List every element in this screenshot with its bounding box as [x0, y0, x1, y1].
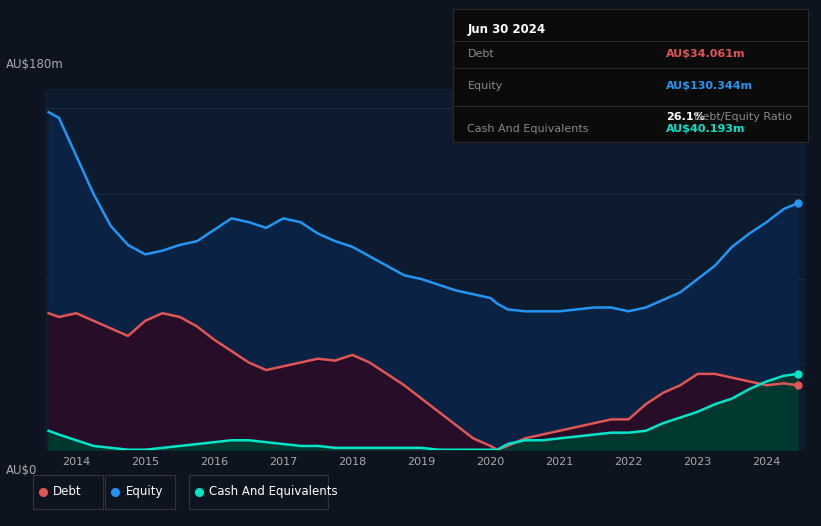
- Text: AU$40.193m: AU$40.193m: [666, 124, 745, 134]
- FancyBboxPatch shape: [453, 9, 808, 142]
- Text: Jun 30 2024: Jun 30 2024: [467, 23, 545, 36]
- Text: Equity: Equity: [126, 485, 163, 498]
- Text: AU$130.344m: AU$130.344m: [666, 82, 753, 92]
- Text: AU$180m: AU$180m: [6, 58, 63, 72]
- Text: Debt: Debt: [53, 485, 82, 498]
- Text: Cash And Equivalents: Cash And Equivalents: [209, 485, 338, 498]
- Text: AU$0: AU$0: [6, 464, 37, 477]
- Text: Equity: Equity: [467, 82, 502, 92]
- Text: Debt/Equity Ratio: Debt/Equity Ratio: [695, 112, 792, 122]
- Text: 26.1%: 26.1%: [666, 112, 704, 122]
- Text: Debt: Debt: [467, 49, 494, 59]
- Text: Cash And Equivalents: Cash And Equivalents: [467, 124, 589, 134]
- Text: AU$34.061m: AU$34.061m: [666, 49, 745, 59]
